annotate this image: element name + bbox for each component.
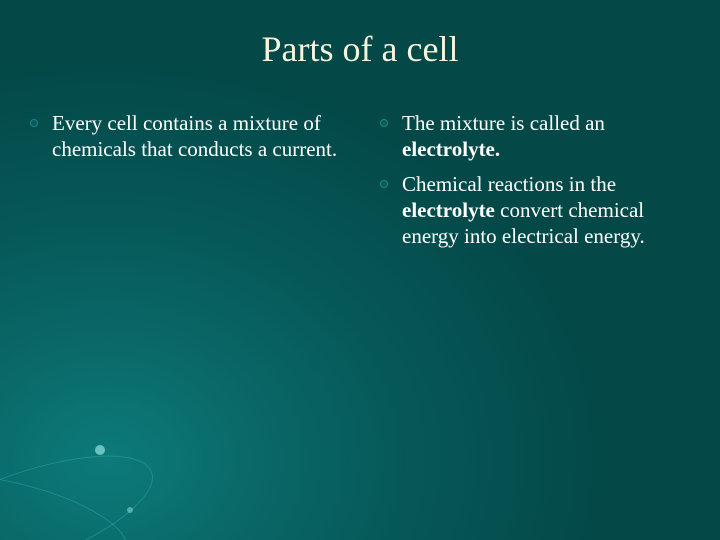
bullet-text: Every cell contains a mixture of chemica… bbox=[52, 110, 340, 163]
right-column: The mixture is called an electrolyte. Che… bbox=[380, 110, 690, 257]
left-column: Every cell contains a mixture of chemica… bbox=[30, 110, 340, 257]
bullet-item: Every cell contains a mixture of chemica… bbox=[30, 110, 340, 163]
bullet-text: Chemical reactions in the electrolyte co… bbox=[402, 171, 690, 250]
bullet-dot-icon bbox=[30, 119, 38, 127]
bullet-dot-icon bbox=[380, 180, 388, 188]
bullet-item: Chemical reactions in the electrolyte co… bbox=[380, 171, 690, 250]
slide-content: Every cell contains a mixture of chemica… bbox=[0, 110, 720, 257]
bullet-dot-icon bbox=[380, 119, 388, 127]
orbit-decoration-icon bbox=[0, 320, 220, 540]
bullet-text: The mixture is called an electrolyte. bbox=[402, 110, 690, 163]
slide-title: Parts of a cell bbox=[0, 0, 720, 110]
bullet-item: The mixture is called an electrolyte. bbox=[380, 110, 690, 163]
